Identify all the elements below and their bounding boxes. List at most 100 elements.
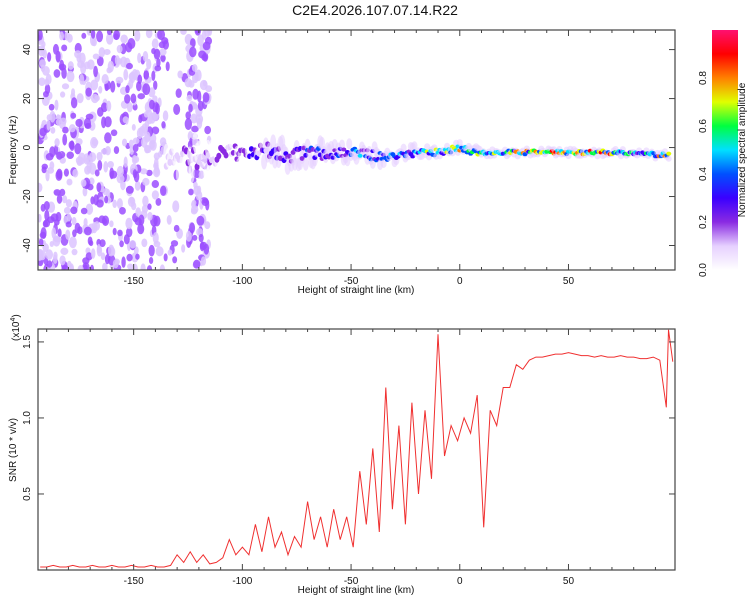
- noise-blob: [64, 31, 70, 41]
- bottom-y-label: SNR (10 * v/v): [8, 418, 19, 482]
- noise-blob: [62, 133, 68, 146]
- noise-blob: [186, 94, 193, 102]
- noise-blob: [121, 138, 128, 147]
- noise-blob: [38, 182, 43, 193]
- noise-blob: [155, 198, 162, 206]
- noise-blob: [136, 127, 143, 140]
- noise-blob: [84, 61, 91, 70]
- noise-blob: [180, 30, 187, 35]
- noise-blob: [106, 32, 114, 45]
- noise-blob: [76, 93, 84, 104]
- y-tick-label: 40: [22, 44, 33, 56]
- noise-blob: [177, 70, 183, 79]
- noise-blob: [110, 129, 118, 137]
- noise-blob: [65, 221, 72, 228]
- noise-blob: [89, 162, 97, 175]
- ridge-blob: [196, 158, 202, 165]
- noise-blob: [68, 236, 77, 249]
- noise-blob: [59, 188, 66, 197]
- noise-blob: [191, 125, 199, 133]
- noise-blob: [142, 177, 150, 186]
- noise-blob: [172, 200, 180, 213]
- noise-blob: [141, 204, 149, 213]
- noise-blob: [104, 83, 109, 92]
- noise-blob: [83, 226, 92, 236]
- noise-blob: [80, 207, 88, 215]
- noise-blob: [94, 95, 100, 102]
- noise-blob: [153, 48, 161, 60]
- halo-blob: [217, 130, 224, 149]
- noise-blob: [133, 171, 140, 183]
- noise-blob: [101, 74, 109, 85]
- noise-blob: [123, 68, 129, 81]
- noise-blob: [159, 264, 166, 270]
- noise-blob: [126, 253, 133, 262]
- ridge-blob: [223, 152, 229, 159]
- noise-blob: [191, 199, 197, 206]
- noise-blob: [204, 125, 212, 135]
- noise-blob: [193, 181, 198, 189]
- noise-blob: [70, 206, 78, 215]
- halo-blob: [661, 148, 668, 155]
- noise-blob: [116, 198, 123, 210]
- halo-blob: [199, 135, 206, 153]
- noise-blob: [125, 217, 133, 230]
- noise-blob: [79, 74, 85, 85]
- noise-blob: [185, 230, 192, 242]
- noise-blob: [120, 34, 128, 44]
- noise-blob: [192, 169, 201, 179]
- noise-blob: [192, 259, 201, 269]
- noise-blob: [59, 255, 66, 266]
- noise-blob: [55, 170, 63, 181]
- noise-blob: [93, 221, 101, 231]
- noise-blob: [148, 244, 155, 257]
- halo-blob: [665, 155, 672, 162]
- noise-blob: [102, 187, 109, 196]
- noise-blob: [88, 240, 94, 247]
- noise-blob: [200, 256, 207, 266]
- noise-blob: [197, 34, 204, 47]
- x-tick-label: -150: [124, 276, 144, 287]
- noise-blob: [38, 213, 42, 223]
- noise-blob: [113, 146, 120, 155]
- x-tick-label: 0: [457, 276, 463, 287]
- noise-blob: [112, 199, 117, 209]
- noise-blob: [121, 256, 126, 268]
- noise-blob: [98, 47, 106, 58]
- noise-blob: [152, 232, 159, 244]
- noise-blob: [92, 53, 100, 60]
- noise-blob: [68, 124, 76, 133]
- ridge-blob: [216, 152, 222, 160]
- noise-blob: [147, 211, 153, 221]
- noise-blob: [42, 66, 50, 76]
- noise-blob: [68, 140, 75, 150]
- noise-blob: [172, 256, 178, 264]
- halo-blob: [346, 138, 353, 150]
- noise-blob: [116, 165, 124, 177]
- noise-blob: [93, 65, 98, 78]
- noise-blob: [54, 138, 60, 147]
- noise-blob: [56, 151, 63, 160]
- noise-blob: [49, 110, 56, 123]
- noise-blob: [145, 30, 153, 39]
- noise-blob: [106, 30, 113, 36]
- noise-blob: [53, 251, 58, 260]
- noise-blob: [124, 94, 131, 104]
- figure-title: C2E4.2026.107.07.14.R22: [292, 2, 458, 18]
- x-tick-label: 50: [563, 576, 575, 587]
- noise-blob: [189, 38, 196, 48]
- y-tick-label: 20: [22, 93, 33, 105]
- spectrogram: [38, 30, 672, 270]
- noise-blob: [38, 34, 41, 42]
- noise-blob: [53, 69, 61, 78]
- noise-blob: [142, 195, 149, 207]
- noise-blob: [148, 99, 155, 110]
- noise-blob: [99, 239, 106, 248]
- top-y-label: Frequency (Hz): [8, 116, 19, 185]
- noise-blob: [55, 50, 61, 63]
- snr-plot: [40, 329, 674, 568]
- noise-blob: [106, 67, 112, 74]
- noise-blob: [98, 85, 103, 94]
- noise-blob: [144, 145, 152, 154]
